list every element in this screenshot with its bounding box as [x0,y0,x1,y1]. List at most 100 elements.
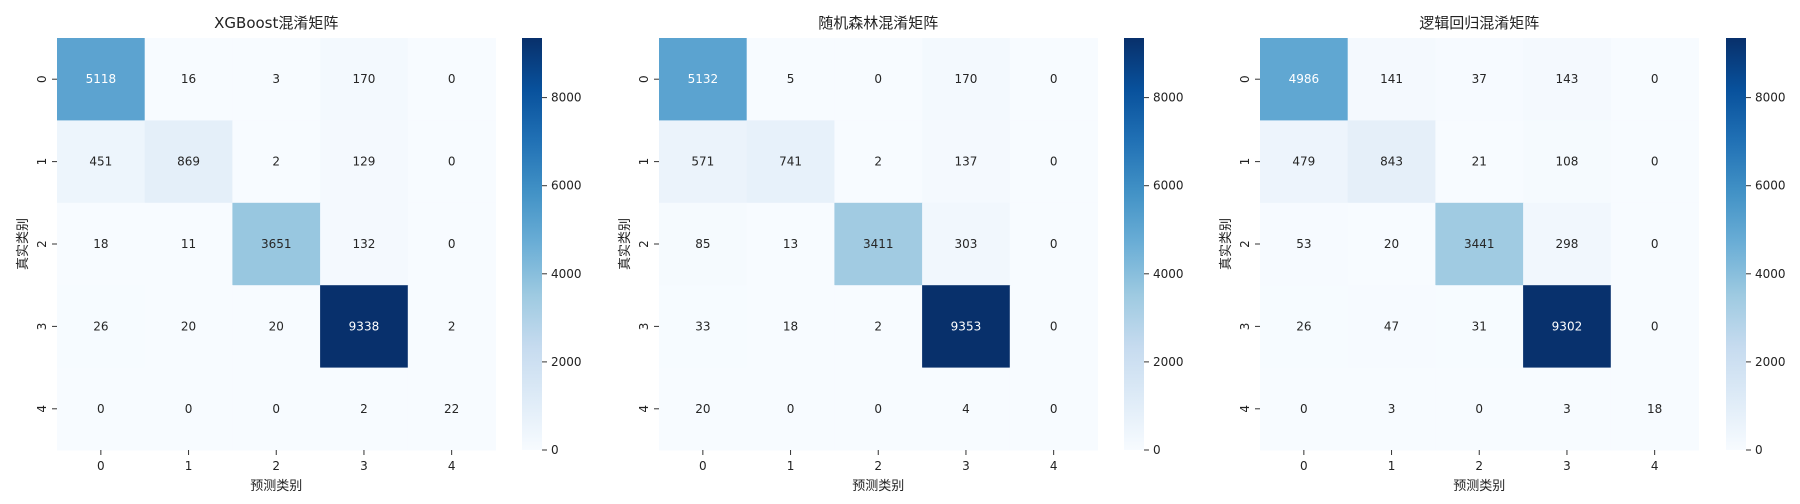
colorbar-tick-label: 0 [1755,443,1763,457]
y-axis-label: 真实类别 [1219,218,1234,270]
cell-value-label: 0 [448,155,456,169]
y-tick-label: 2 [637,240,651,248]
cell-value-label: 4 [962,402,970,416]
cell-value-label: 741 [779,155,802,169]
x-tick-label: 0 [699,459,707,473]
y-tick-label: 0 [35,75,49,83]
cell-value-label: 843 [1380,155,1403,169]
cell-value-label: 143 [1555,72,1578,86]
cell-value-label: 0 [185,402,193,416]
cell-value-label: 21 [1472,155,1487,169]
x-tick-label: 2 [272,459,280,473]
cell-value-label: 16 [181,72,196,86]
cell-value-label: 18 [93,237,108,251]
cell-value-label: 0 [1651,72,1659,86]
colorbar-tick-label: 4000 [551,267,582,281]
colorbar [1124,38,1144,450]
cell-value-label: 0 [1050,155,1058,169]
cell-value-label: 0 [448,237,456,251]
cell-value-label: 0 [1050,72,1058,86]
cell-value-label: 0 [787,402,795,416]
cell-value-label: 129 [352,155,375,169]
cell-value-label: 20 [181,319,196,333]
cell-value-label: 451 [89,155,112,169]
colorbar-tick-label: 8000 [1755,91,1786,105]
colorbar-tick-label: 4000 [1755,267,1786,281]
cell-value-label: 170 [954,72,977,86]
cell-value-label: 0 [1475,402,1483,416]
x-axis-label: 预测类别 [852,479,904,494]
cell-value-label: 20 [695,402,710,416]
x-tick-label: 3 [962,459,970,473]
y-axis-label: 真实类别 [618,218,633,270]
y-tick-label: 2 [1238,240,1252,248]
colorbar-tick-label: 6000 [551,179,582,193]
colorbar-tick-label: 6000 [1755,179,1786,193]
cell-value-label: 4986 [1289,72,1320,86]
cell-value-label: 2 [360,402,368,416]
cell-value-label: 13 [783,237,798,251]
x-tick-label: 4 [448,459,456,473]
cell-value-label: 0 [1651,155,1659,169]
x-tick-label: 0 [1300,459,1308,473]
x-tick-label: 2 [1475,459,1483,473]
cell-value-label: 26 [1296,319,1311,333]
x-tick-label: 0 [97,459,105,473]
y-tick-label: 3 [1238,323,1252,331]
cell-value-label: 31 [1472,319,1487,333]
colorbar-tick-label: 8000 [551,91,582,105]
cell-value-label: 0 [448,72,456,86]
cell-value-label: 2 [874,319,882,333]
colorbar-tick-label: 4000 [1153,267,1184,281]
x-tick-label: 1 [185,459,193,473]
y-tick-label: 0 [1238,75,1252,83]
cell-value-label: 5132 [688,72,719,86]
cell-value-label: 20 [1384,237,1399,251]
cell-value-label: 108 [1555,155,1578,169]
cell-value-label: 0 [97,402,105,416]
cell-value-label: 0 [1651,237,1659,251]
cell-value-label: 0 [272,402,280,416]
cell-value-label: 5 [787,72,795,86]
colorbar-tick-label: 6000 [1153,179,1184,193]
y-tick-label: 2 [35,240,49,248]
colorbar-tick-label: 2000 [551,355,582,369]
chart-title: 随机森林混淆矩阵 [818,14,938,32]
cell-value-label: 3411 [863,237,894,251]
colorbar-tick-label: 8000 [1153,91,1184,105]
x-tick-label: 2 [874,459,882,473]
colorbar-tick-label: 0 [1153,443,1161,457]
cell-value-label: 2 [874,155,882,169]
cell-value-label: 479 [1292,155,1315,169]
chart-title: 逻辑回归混淆矩阵 [1419,14,1539,32]
cell-value-label: 132 [352,237,375,251]
y-tick-label: 1 [35,158,49,166]
cell-value-label: 3 [272,72,280,86]
cell-value-label: 20 [269,319,284,333]
cell-value-label: 22 [444,402,459,416]
cell-value-label: 0 [1050,319,1058,333]
cell-value-label: 141 [1380,72,1403,86]
chart-title: XGBoost混淆矩阵 [214,14,338,32]
cell-value-label: 0 [1050,402,1058,416]
cell-value-label: 303 [954,237,977,251]
x-tick-label: 3 [360,459,368,473]
cell-value-label: 0 [874,402,882,416]
cell-value-label: 3441 [1464,237,1495,251]
cell-value-label: 53 [1296,237,1311,251]
colorbar-tick-label: 2000 [1755,355,1786,369]
x-tick-label: 4 [1050,459,1058,473]
cell-value-label: 2 [448,319,456,333]
cell-value-label: 37 [1472,72,1487,86]
y-tick-label: 0 [637,75,651,83]
x-axis-label: 预测类别 [1453,479,1505,494]
x-tick-label: 1 [1388,459,1396,473]
cell-value-label: 3 [1563,402,1571,416]
cell-value-label: 2 [272,155,280,169]
y-tick-label: 4 [637,405,651,413]
y-tick-label: 1 [637,158,651,166]
cell-value-label: 11 [181,237,196,251]
cell-value-label: 85 [695,237,710,251]
cell-value-label: 571 [691,155,714,169]
colorbar [522,38,542,450]
